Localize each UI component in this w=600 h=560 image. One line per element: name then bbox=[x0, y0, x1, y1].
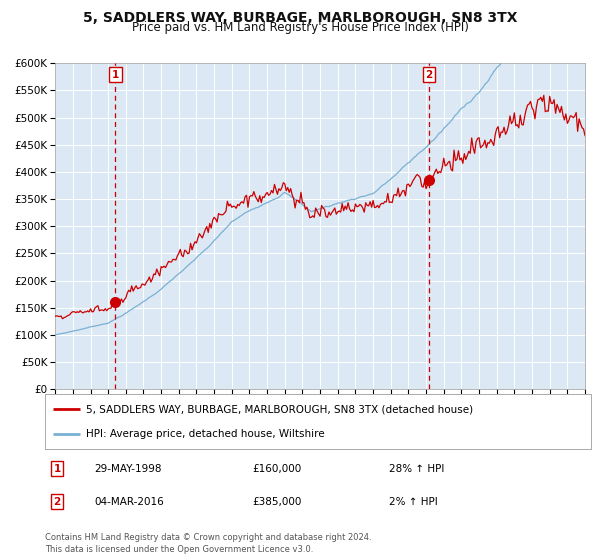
Text: 5, SADDLERS WAY, BURBAGE, MARLBOROUGH, SN8 3TX (detached house): 5, SADDLERS WAY, BURBAGE, MARLBOROUGH, S… bbox=[86, 404, 473, 414]
Text: £385,000: £385,000 bbox=[253, 497, 302, 507]
Text: 1: 1 bbox=[53, 464, 61, 474]
Text: 5, SADDLERS WAY, BURBAGE, MARLBOROUGH, SN8 3TX: 5, SADDLERS WAY, BURBAGE, MARLBOROUGH, S… bbox=[83, 11, 517, 25]
Text: Price paid vs. HM Land Registry's House Price Index (HPI): Price paid vs. HM Land Registry's House … bbox=[131, 21, 469, 34]
Text: £160,000: £160,000 bbox=[253, 464, 302, 474]
Text: Contains HM Land Registry data © Crown copyright and database right 2024.
This d: Contains HM Land Registry data © Crown c… bbox=[45, 533, 371, 554]
Text: 28% ↑ HPI: 28% ↑ HPI bbox=[389, 464, 445, 474]
Text: 29-MAY-1998: 29-MAY-1998 bbox=[94, 464, 161, 474]
Text: 2: 2 bbox=[425, 69, 433, 80]
Text: 1: 1 bbox=[112, 69, 119, 80]
Text: 2: 2 bbox=[53, 497, 61, 507]
Text: 2% ↑ HPI: 2% ↑ HPI bbox=[389, 497, 438, 507]
Text: HPI: Average price, detached house, Wiltshire: HPI: Average price, detached house, Wilt… bbox=[86, 430, 325, 439]
Text: 04-MAR-2016: 04-MAR-2016 bbox=[94, 497, 164, 507]
